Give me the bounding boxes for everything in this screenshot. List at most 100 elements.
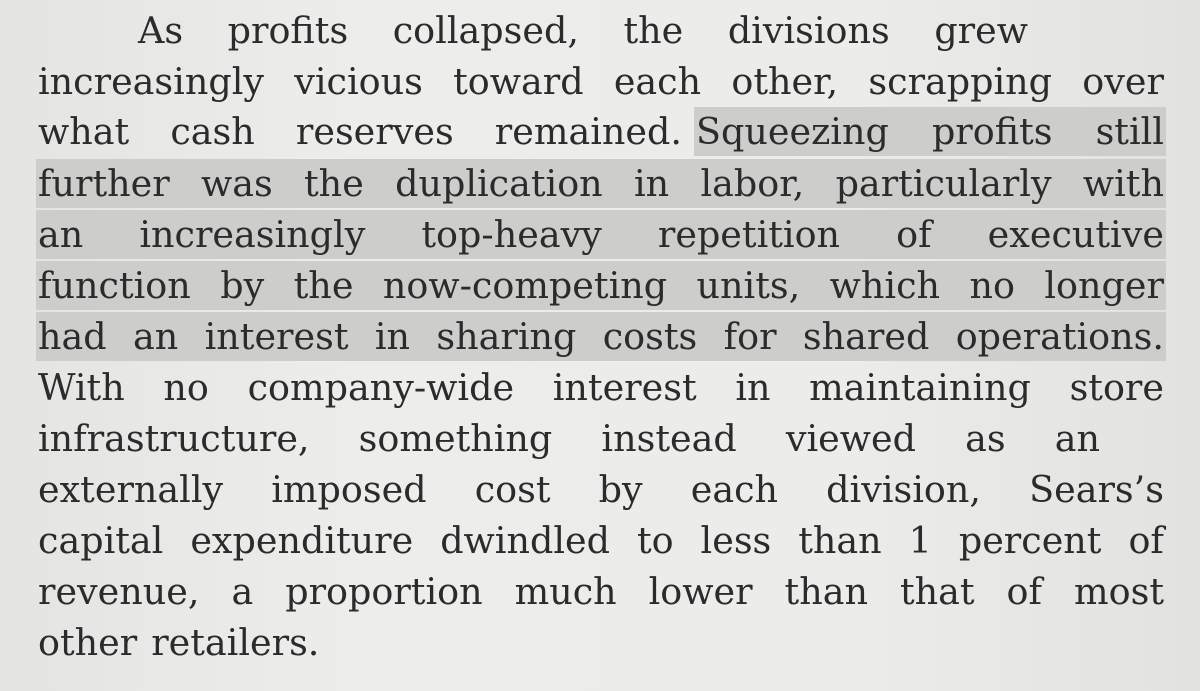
word: interest bbox=[552, 366, 697, 409]
text-line-10: externally imposed cost by each division, Sear… bbox=[38, 465, 1164, 514]
word: scrapping bbox=[868, 60, 1053, 103]
word: profits bbox=[227, 9, 349, 52]
word: shared bbox=[802, 315, 930, 358]
text-line-5-highlighted: an increasingly top-heavy repetition of execu… bbox=[36, 210, 1166, 259]
word: than bbox=[798, 519, 882, 562]
word: much bbox=[514, 570, 617, 613]
word: each bbox=[613, 60, 702, 103]
word: than bbox=[784, 570, 868, 613]
word: store bbox=[1069, 366, 1164, 409]
word: division, bbox=[826, 468, 981, 511]
text-line-1: As profits collapsed, the divisions grew bbox=[138, 6, 1028, 55]
word: which bbox=[829, 264, 941, 307]
word: maintaining bbox=[809, 366, 1031, 409]
word: an bbox=[132, 315, 179, 358]
word: the bbox=[623, 9, 684, 52]
word: an bbox=[1054, 417, 1100, 460]
word: As bbox=[138, 9, 184, 52]
word: had bbox=[38, 315, 107, 358]
word: imposed bbox=[271, 468, 427, 511]
word: now-competing bbox=[382, 264, 668, 307]
word: reserves bbox=[295, 110, 454, 153]
word: longer bbox=[1044, 264, 1164, 307]
word: further bbox=[38, 162, 170, 205]
word: in bbox=[374, 315, 411, 358]
word: function bbox=[38, 264, 191, 307]
word: profits bbox=[931, 110, 1053, 153]
word: with bbox=[1082, 162, 1164, 205]
plain-segment: what cash reserves remained. bbox=[38, 107, 682, 156]
word: revenue, bbox=[38, 570, 200, 613]
word: percent bbox=[958, 519, 1102, 562]
word: for bbox=[723, 315, 777, 358]
word: cash bbox=[170, 110, 255, 153]
word: over bbox=[1082, 60, 1164, 103]
word: interest bbox=[204, 315, 349, 358]
word: operations. bbox=[955, 315, 1164, 358]
word: labor, bbox=[700, 162, 805, 205]
word: instead bbox=[601, 417, 737, 460]
word: collapsed, bbox=[392, 9, 579, 52]
word: units, bbox=[696, 264, 801, 307]
word: repetition bbox=[657, 213, 841, 256]
word: 1 bbox=[908, 519, 932, 562]
word: that bbox=[899, 570, 975, 613]
text-line-11: capital expenditure dwindled to less than 1 per… bbox=[38, 516, 1164, 565]
word: of bbox=[1128, 519, 1164, 562]
word: other bbox=[38, 621, 138, 664]
text-line-13: other retailers. bbox=[38, 618, 1164, 667]
word: proportion bbox=[285, 570, 483, 613]
text-line-4-highlighted: further was the duplication in labor, particul… bbox=[36, 159, 1166, 208]
word: executive bbox=[987, 213, 1164, 256]
text-line-7-highlighted: had an interest in sharing costs for shared oper… bbox=[36, 312, 1166, 361]
word: each bbox=[690, 468, 779, 511]
text-line-2: increasingly vicious toward each other, scrap… bbox=[38, 57, 1164, 106]
word: as bbox=[965, 417, 1006, 460]
word: in bbox=[633, 162, 670, 205]
word: costs bbox=[602, 315, 698, 358]
word: cost bbox=[474, 468, 551, 511]
word: vicious bbox=[294, 60, 423, 103]
word: other, bbox=[731, 60, 839, 103]
word: remained. bbox=[494, 110, 682, 153]
text-line-3: what cash reserves remained. Squeezing profit… bbox=[38, 107, 1166, 156]
word: Squeezing bbox=[696, 110, 889, 153]
word: increasingly bbox=[139, 213, 366, 256]
word: grew bbox=[934, 9, 1028, 52]
word: was bbox=[200, 162, 273, 205]
word: still bbox=[1095, 110, 1164, 153]
word: increasingly bbox=[38, 60, 265, 103]
word: by bbox=[598, 468, 643, 511]
word: what bbox=[38, 110, 130, 153]
word: sharing bbox=[436, 315, 577, 358]
text-line-8: With no company-wide interest in maintaining s… bbox=[38, 363, 1164, 412]
word: expenditure bbox=[190, 519, 414, 562]
text-line-9: infrastructure, something instead viewed as a… bbox=[38, 414, 1100, 463]
word: to bbox=[636, 519, 674, 562]
word: most bbox=[1074, 570, 1164, 613]
word: Sears’s bbox=[1029, 468, 1164, 511]
word: viewed bbox=[785, 417, 916, 460]
word: toward bbox=[453, 60, 584, 103]
word: duplication bbox=[395, 162, 603, 205]
word: divisions bbox=[727, 9, 890, 52]
text-line-6-highlighted: function by the now-competing units, which no l… bbox=[36, 261, 1166, 310]
word: retailers. bbox=[151, 621, 320, 664]
word: infrastructure, bbox=[38, 417, 310, 460]
word: a bbox=[231, 570, 254, 613]
word: capital bbox=[38, 519, 164, 562]
word: something bbox=[358, 417, 553, 460]
word: of bbox=[1006, 570, 1043, 613]
word: lower bbox=[648, 570, 753, 613]
word: by bbox=[220, 264, 265, 307]
word: the bbox=[304, 162, 364, 205]
word: particularly bbox=[835, 162, 1052, 205]
word: of bbox=[896, 213, 932, 256]
word: less bbox=[700, 519, 772, 562]
word: dwindled bbox=[440, 519, 610, 562]
highlighted-segment: Squeezing profits still bbox=[694, 107, 1166, 156]
text-line-12: revenue, a proportion much lower than that of mo… bbox=[38, 567, 1164, 616]
word: externally bbox=[38, 468, 224, 511]
word: no bbox=[163, 366, 209, 409]
word: an bbox=[38, 213, 84, 256]
